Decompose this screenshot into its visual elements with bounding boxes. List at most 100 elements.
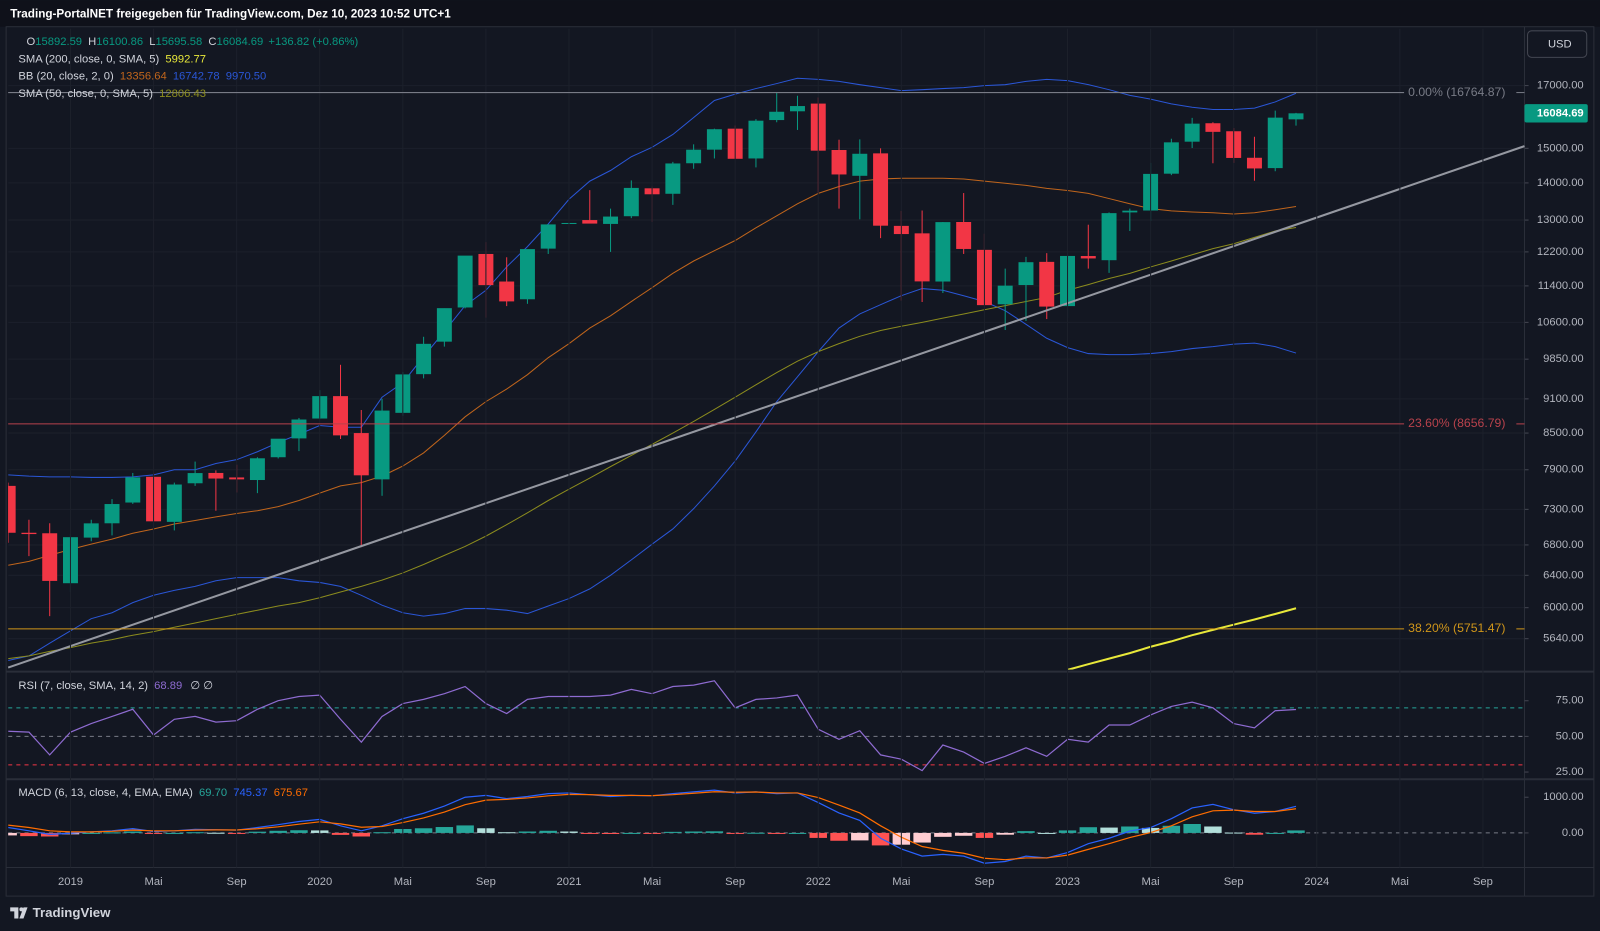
header-title: Trading-PortalNET freigegeben für Tradin…: [10, 8, 451, 21]
y-tick-label: 0.00: [1562, 827, 1584, 839]
x-tick-label: Mai: [1142, 876, 1160, 888]
candle-body: [42, 533, 58, 581]
histogram-bar: [747, 832, 765, 834]
legend-value: 68.89: [154, 680, 182, 692]
candle-body: [956, 221, 972, 249]
candle-body: [1163, 142, 1179, 174]
candle-body: [353, 433, 369, 476]
histogram-bar: [788, 832, 807, 834]
y-tick-label: 10600.00: [1537, 316, 1584, 328]
x-tick-label: 2021: [557, 876, 582, 888]
fib-level-label: 0.00% (16764.87): [1408, 85, 1505, 99]
last-price-label: 16084.69: [1537, 107, 1584, 119]
candle-body: [1122, 210, 1138, 213]
y-tick-label: 11400.00: [1538, 280, 1584, 292]
legend-line: SMA (200, close, 0, SMA, 5) 5992.77: [18, 53, 206, 65]
candle-body: [416, 343, 432, 375]
candle-body: [1246, 157, 1262, 169]
x-tick-label: 2019: [58, 876, 83, 888]
currency-label[interactable]: USD: [1548, 39, 1572, 51]
candle-body: [457, 255, 473, 308]
y-tick-label: 8500.00: [1543, 427, 1584, 439]
candle-body: [499, 281, 515, 302]
histogram-bar: [1245, 832, 1264, 835]
x-tick-label: Mai: [1391, 876, 1409, 888]
footer-brand: TradingView: [33, 905, 111, 920]
y-tick-label: 9850.00: [1543, 353, 1584, 365]
x-tick-label: Sep: [725, 876, 745, 888]
legend-indicator-name: SMA (50, close, 0, SMA, 5): [18, 88, 153, 100]
currency-button[interactable]: USD: [1527, 30, 1588, 58]
candle-body: [249, 458, 265, 481]
x-tick-label: Mai: [892, 876, 910, 888]
y-tick-label: 6000.00: [1543, 602, 1584, 614]
histogram-bar: [705, 831, 724, 833]
legend-extra: ∅ ∅: [190, 680, 213, 692]
histogram-bar: [871, 832, 890, 846]
legend-change: +136.82 (+0.86%): [268, 36, 358, 48]
legend-ohlc-label: L: [149, 36, 155, 48]
candle-body: [1101, 213, 1117, 261]
histogram-bar: [124, 831, 142, 833]
histogram-bar: [1017, 831, 1035, 833]
candle-body: [83, 523, 99, 538]
legend-line: SMA (50, close, 0, SMA, 5) 12806.43: [18, 88, 206, 100]
histogram-bar: [767, 832, 786, 834]
legend-value: 12806.43: [159, 88, 206, 100]
y-tick-label: 5640.00: [1543, 633, 1584, 645]
last-price-tag: [1524, 104, 1588, 123]
histogram-bar: [435, 827, 454, 833]
candle-body: [125, 477, 141, 503]
legend-ohlc-label: O: [27, 36, 36, 48]
candle-body: [1080, 256, 1096, 259]
candle-body: [104, 504, 120, 524]
histogram-bar: [269, 830, 287, 833]
histogram-bar: [103, 832, 121, 834]
histogram-bar: [913, 832, 931, 843]
candle-body: [436, 308, 452, 342]
candle-body: [1267, 117, 1283, 169]
candle-body: [270, 438, 286, 458]
histogram-bar: [1162, 825, 1181, 833]
histogram-bar: [830, 832, 848, 841]
y-tick-label: 50.00: [1556, 730, 1584, 742]
candle-body: [1288, 113, 1304, 120]
histogram-bar: [165, 832, 184, 834]
currency-button-frame[interactable]: [1527, 30, 1588, 58]
candle-body: [748, 120, 764, 159]
legend-indicator-name: MACD (6, 13, close, 4, EMA, EMA): [18, 787, 193, 799]
histogram-bar: [954, 832, 973, 836]
candle-body: [873, 153, 889, 226]
legend-ohlc-label: H: [88, 36, 96, 48]
legend-value: 9970.50: [226, 71, 267, 83]
histogram-bar: [518, 831, 537, 833]
y-tick-label: 6400.00: [1543, 569, 1584, 581]
fib-level-label: 38.20% (5751.47): [1408, 621, 1505, 635]
candle-body: [852, 153, 868, 176]
histogram-bar: [497, 832, 516, 834]
histogram-bar: [290, 830, 308, 833]
x-tick-label: 2022: [806, 876, 831, 888]
y-tick-label: 75.00: [1556, 695, 1584, 707]
footer-bar: [0, 898, 1600, 931]
histogram-bar: [331, 832, 350, 835]
candle-body: [519, 249, 535, 300]
legend-value: 5992.77: [165, 53, 206, 65]
fib-level-label: 23.60% (8656.79): [1408, 416, 1505, 430]
x-tick-label: Sep: [1473, 876, 1493, 888]
histogram-bar: [373, 832, 391, 834]
x-tick-label: 2023: [1055, 876, 1080, 888]
legend-value: 69.70: [199, 787, 227, 799]
header-bar: [0, 0, 1600, 27]
candle-body: [1205, 123, 1221, 132]
candle-body: [1039, 261, 1055, 307]
candle-body: [1018, 262, 1034, 286]
candle-body: [914, 233, 930, 282]
candle-body: [374, 410, 390, 480]
footer-logo: [10, 907, 28, 919]
y-tick-label: 7900.00: [1543, 464, 1584, 476]
histogram-bar: [20, 832, 38, 837]
candle-body: [935, 222, 951, 282]
